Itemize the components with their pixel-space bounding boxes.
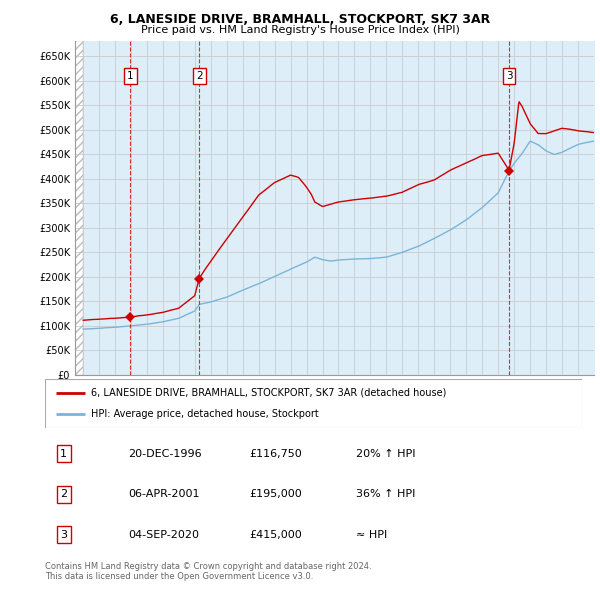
Text: 2: 2	[196, 71, 202, 81]
Text: 1: 1	[127, 71, 134, 81]
Text: 2: 2	[60, 489, 67, 499]
Text: 20-DEC-1996: 20-DEC-1996	[128, 448, 202, 458]
Text: 3: 3	[60, 530, 67, 540]
Text: 1: 1	[60, 448, 67, 458]
Text: ≈ HPI: ≈ HPI	[356, 530, 388, 540]
Text: 20% ↑ HPI: 20% ↑ HPI	[356, 448, 416, 458]
Text: £195,000: £195,000	[249, 489, 302, 499]
Text: Price paid vs. HM Land Registry's House Price Index (HPI): Price paid vs. HM Land Registry's House …	[140, 25, 460, 35]
Text: HPI: Average price, detached house, Stockport: HPI: Average price, detached house, Stoc…	[91, 409, 319, 419]
Text: 6, LANESIDE DRIVE, BRAMHALL, STOCKPORT, SK7 3AR (detached house): 6, LANESIDE DRIVE, BRAMHALL, STOCKPORT, …	[91, 388, 446, 398]
Text: £415,000: £415,000	[249, 530, 302, 540]
Text: 3: 3	[506, 71, 512, 81]
Text: £116,750: £116,750	[249, 448, 302, 458]
Text: Contains HM Land Registry data © Crown copyright and database right 2024.
This d: Contains HM Land Registry data © Crown c…	[45, 562, 371, 581]
Text: 06-APR-2001: 06-APR-2001	[128, 489, 200, 499]
Text: 04-SEP-2020: 04-SEP-2020	[128, 530, 199, 540]
Text: 36% ↑ HPI: 36% ↑ HPI	[356, 489, 416, 499]
Text: 6, LANESIDE DRIVE, BRAMHALL, STOCKPORT, SK7 3AR: 6, LANESIDE DRIVE, BRAMHALL, STOCKPORT, …	[110, 13, 490, 26]
